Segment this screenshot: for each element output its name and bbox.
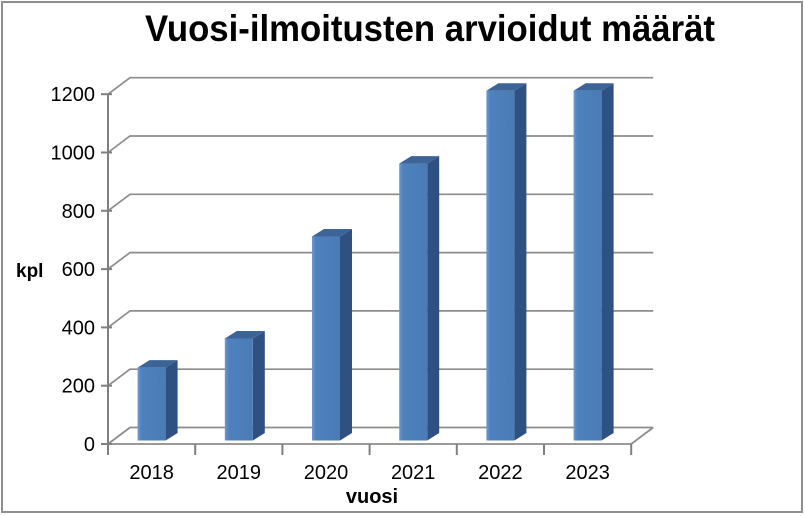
y-tick-label-1200: 1200 <box>51 84 96 106</box>
bar-top-face <box>486 83 527 91</box>
bar-top-face <box>224 330 265 339</box>
bar-front-face <box>137 367 166 441</box>
bar-front-face <box>399 163 428 441</box>
bar-front-face <box>573 90 602 441</box>
bar-side-face <box>601 83 614 441</box>
gridline-1000 <box>107 135 654 154</box>
bar-2019 <box>224 330 265 441</box>
bar-side-face <box>165 360 178 441</box>
bar-front-face <box>224 338 253 441</box>
floor-outline <box>107 426 654 445</box>
bar-2023 <box>573 83 614 441</box>
chart-title: Vuosi-ilmoitusten arvioidut määrät <box>145 8 715 49</box>
gridline-600 <box>107 251 654 270</box>
x-tick-label-2023: 2023 <box>565 462 610 484</box>
y-tick-label-200: 200 <box>62 376 95 398</box>
gridline-1200 <box>107 76 654 95</box>
bar-top-face <box>573 83 614 91</box>
bar-side-face <box>427 156 440 441</box>
bar-side-face <box>340 228 352 441</box>
gridline-400 <box>107 310 654 329</box>
bar-2020 <box>312 228 352 441</box>
bar-2022 <box>486 83 527 441</box>
y-tick-label-800: 800 <box>62 201 95 223</box>
gridlines <box>107 76 654 445</box>
bar-2021 <box>399 156 440 441</box>
y-axis-title: kpl <box>16 261 43 282</box>
x-tick-label-2022: 2022 <box>478 462 523 484</box>
x-tick-label-2020: 2020 <box>304 462 349 484</box>
bar-front-face <box>486 90 515 441</box>
bar-top-face <box>312 228 352 237</box>
bar-side-face <box>514 83 527 441</box>
x-tick-label-2018: 2018 <box>129 462 174 484</box>
y-tick-label-0: 0 <box>84 434 95 456</box>
bar-series <box>137 83 614 441</box>
gridline-200 <box>107 368 654 387</box>
bar-side-face <box>252 330 265 441</box>
x-axis-title: vuosi <box>346 486 398 508</box>
x-tick-label-2021: 2021 <box>391 462 436 484</box>
axes <box>101 93 633 455</box>
y-tick-label-1000: 1000 <box>51 143 96 165</box>
x-tick-label-2019: 2019 <box>217 462 262 484</box>
bar-top-face <box>137 360 178 368</box>
y-tick-label-400: 400 <box>62 317 95 339</box>
gridline-800 <box>107 193 654 212</box>
y-tick-label-600: 600 <box>62 259 95 281</box>
bar-front-face <box>312 236 340 441</box>
tick-labels: 0 200 400 600 800 1000 1200 2018 2019 2020 2021 202… <box>51 84 610 484</box>
bar-2018 <box>137 360 178 441</box>
bar-top-face <box>399 156 440 164</box>
